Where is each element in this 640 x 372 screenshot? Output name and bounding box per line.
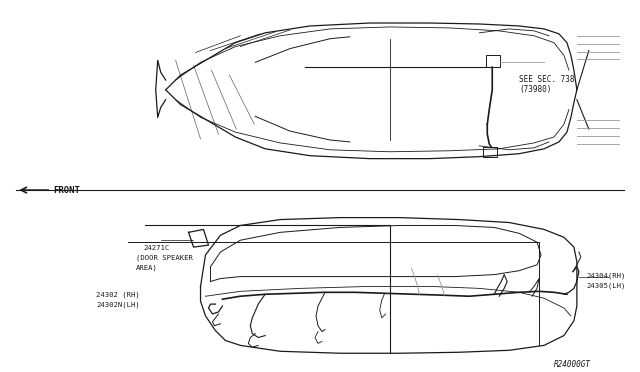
Text: SEE SEC. 738: SEE SEC. 738 bbox=[519, 75, 575, 84]
Text: 24271C: 24271C bbox=[144, 245, 170, 251]
Text: (73980): (73980) bbox=[519, 85, 552, 94]
Text: AREA): AREA) bbox=[136, 265, 157, 271]
Text: 24305(LH): 24305(LH) bbox=[587, 282, 626, 289]
Text: 24302N(LH): 24302N(LH) bbox=[96, 301, 140, 308]
Text: R24000GT: R24000GT bbox=[554, 360, 591, 369]
Text: 24304(RH): 24304(RH) bbox=[587, 273, 626, 279]
Text: 24302 (RH): 24302 (RH) bbox=[96, 291, 140, 298]
Text: FRONT: FRONT bbox=[53, 186, 80, 195]
Text: (DOOR SPEAKER: (DOOR SPEAKER bbox=[136, 255, 193, 262]
Polygon shape bbox=[486, 55, 500, 67]
Polygon shape bbox=[483, 147, 497, 157]
